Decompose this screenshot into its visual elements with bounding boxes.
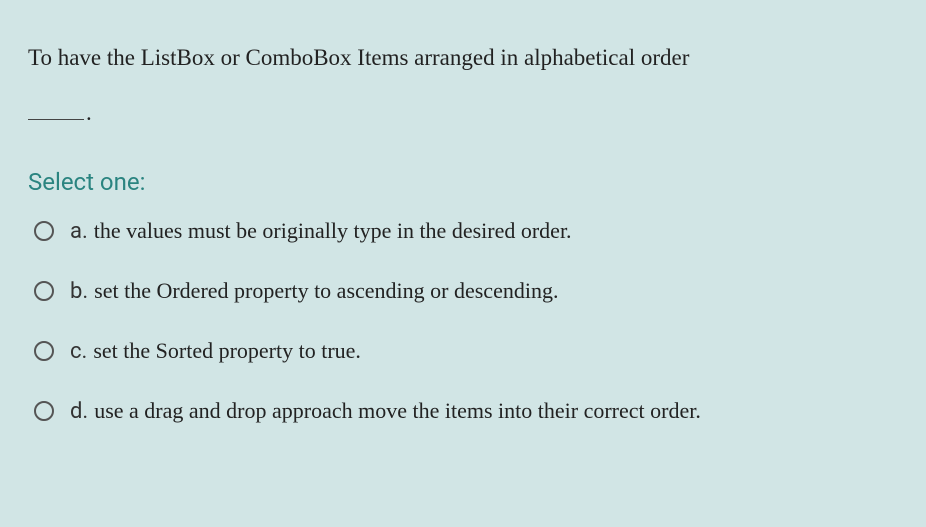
option-b-label: b.set the Ordered property to ascending … (70, 278, 558, 304)
option-a-letter: a. (70, 219, 88, 244)
option-c-text: set the Sorted property to true. (93, 338, 361, 363)
option-d-label: d.use a drag and drop approach move the … (70, 398, 701, 424)
question-after-blank: . (86, 100, 92, 125)
radio-c[interactable] (34, 341, 54, 361)
option-b[interactable]: b.set the Ordered property to ascending … (34, 278, 898, 304)
option-a-label: a.the values must be originally type in … (70, 218, 572, 244)
option-d[interactable]: d.use a drag and drop approach move the … (34, 398, 898, 424)
option-a-text: the values must be originally type in th… (94, 218, 572, 243)
fill-blank (28, 99, 84, 121)
question-line1: To have the ListBox or ComboBox Items ar… (28, 45, 689, 70)
options-list: a.the values must be originally type in … (28, 218, 898, 424)
radio-a[interactable] (34, 221, 54, 241)
radio-b[interactable] (34, 281, 54, 301)
option-b-letter: b. (70, 279, 88, 304)
option-a[interactable]: a.the values must be originally type in … (34, 218, 898, 244)
radio-d[interactable] (34, 401, 54, 421)
option-d-text: use a drag and drop approach move the it… (94, 398, 701, 423)
question-text: To have the ListBox or ComboBox Items ar… (28, 30, 898, 140)
option-d-letter: d. (70, 399, 88, 424)
option-c-letter: c. (70, 339, 87, 364)
select-one-prompt: Select one: (28, 168, 898, 196)
option-b-text: set the Ordered property to ascending or… (94, 278, 558, 303)
option-c[interactable]: c.set the Sorted property to true. (34, 338, 898, 364)
option-c-label: c.set the Sorted property to true. (70, 338, 361, 364)
